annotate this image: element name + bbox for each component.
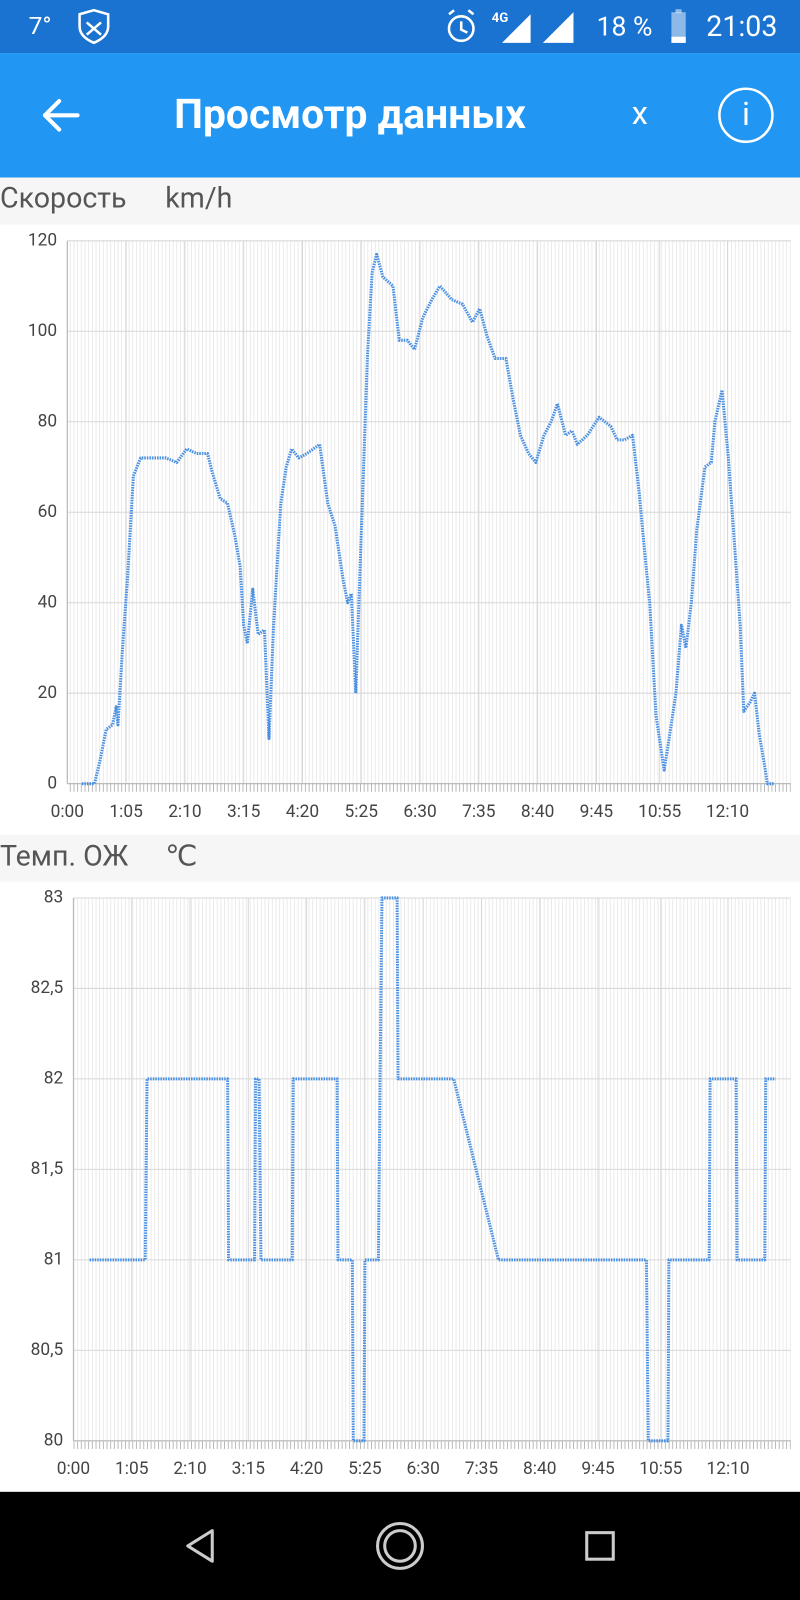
x-tick-label: 10:55 [639,1459,682,1479]
x-tick-label: 1:05 [109,802,143,822]
chart-unit: km/h [165,181,232,215]
x-tick-label: 8:40 [521,802,554,822]
app-bar [0,53,800,178]
x-tick-label: 4:20 [286,802,319,822]
x-tick-label: 4:20 [290,1459,323,1479]
y-tick-label: 80,5 [31,1340,64,1360]
x-tick-label: 3:15 [227,802,261,822]
data-line [89,896,776,1443]
x-tick-label: 2:10 [173,1459,206,1479]
x-tick-label: 9:45 [581,1459,615,1479]
battery-icon [671,9,686,43]
network-type: 4G [492,11,509,26]
nav-recents[interactable] [585,1531,615,1561]
x-tick-label: 6:30 [403,802,436,822]
x-tick-label: 7:35 [465,1459,499,1479]
chart-title: Скорость [0,181,127,215]
y-tick-label: 82 [44,1068,64,1088]
close-button[interactable]: x [632,94,648,132]
x-tick-label: 5:25 [348,1459,382,1479]
nav-home-inner [383,1529,417,1563]
x-tick-label: 8:40 [523,1459,556,1479]
x-tick-label: 9:45 [580,802,614,822]
y-tick-label: 83 [44,888,63,908]
info-label: i [742,95,750,133]
x-tick-label: 3:15 [232,1459,266,1479]
nav-home[interactable] [376,1521,424,1570]
x-tick-label: 7:35 [462,802,496,822]
y-tick-label: 80 [44,1430,63,1450]
x-tick-label: 5:25 [345,802,379,822]
x-tick-label: 12:10 [706,802,749,822]
y-tick-label: 81,5 [31,1159,64,1179]
x-tick-label: 6:30 [406,1459,439,1479]
x-tick-label: 0:00 [57,1459,90,1479]
y-tick-label: 100 [28,321,57,341]
x-tick-label: 2:10 [168,802,201,822]
chart-title: Темп. ОЖ [0,839,128,873]
nav-bar [0,1491,800,1600]
y-tick-label: 120 [28,230,57,250]
back-button[interactable] [42,98,80,132]
x-tick-label: 1:05 [115,1459,149,1479]
y-tick-label: 40 [38,592,57,612]
app-title: Просмотр данных [174,90,526,138]
x-tick-label: 0:00 [51,802,84,822]
y-tick-label: 60 [38,502,57,522]
clock: 21:03 [706,9,777,43]
chart-header [0,177,800,225]
shield-icon [78,8,110,45]
y-tick-label: 82,5 [31,978,64,998]
x-tick-label: 10:55 [638,802,681,822]
info-button[interactable] [718,87,774,144]
y-tick-label: 81 [44,1249,63,1269]
nav-back[interactable] [186,1529,214,1563]
battery-level: 18 % [597,12,653,43]
y-tick-label: 20 [38,683,57,703]
status-bar [0,0,800,54]
chart-header [0,834,800,882]
y-tick-label: 0 [47,773,57,793]
data-line [81,252,774,786]
minor-ticks [73,1440,791,1449]
x-tick-label: 12:10 [706,1459,749,1479]
y-tick-label: 80 [38,411,57,431]
minor-ticks [67,783,791,792]
chart-unit: ℃ [165,839,197,873]
temperature: 7° [29,11,52,40]
alarm-icon [447,9,475,43]
